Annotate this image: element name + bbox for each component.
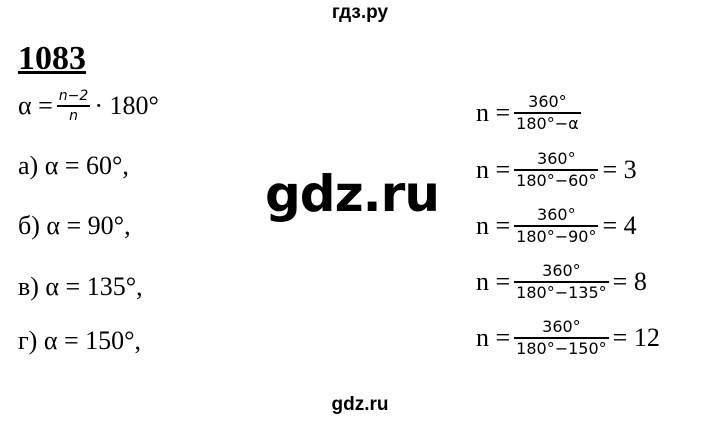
- solution-lhs: n =: [476, 155, 511, 184]
- problem-number: 1083: [18, 40, 86, 77]
- fraction-bar: [514, 337, 609, 339]
- site-header: гдз.ру: [331, 2, 389, 23]
- solution-lhs: n =: [476, 211, 511, 240]
- formula-lhs: α =: [18, 91, 53, 120]
- fraction-bar: [514, 225, 599, 227]
- fraction-bar: [514, 112, 581, 114]
- denominator: 180°−α: [516, 114, 579, 133]
- watermark: gdz.ru: [265, 165, 440, 223]
- general-formula: α = n−2 n · 180°: [18, 82, 159, 130]
- fraction-bar: [514, 281, 609, 283]
- solution-row: n = 360° 180°−135° = 8: [476, 258, 647, 306]
- solution-lhs: n =: [476, 98, 511, 127]
- solution-lhs: n =: [476, 267, 511, 296]
- solution-row: n = 360° 180°−α: [476, 89, 585, 137]
- solution-fraction: 360° 180°−150°: [514, 317, 609, 359]
- numerator: 360°: [542, 317, 581, 336]
- numerator: 360°: [537, 149, 576, 168]
- solution-result: = 12: [612, 323, 660, 352]
- solution-lhs: n =: [476, 323, 511, 352]
- solution-fraction: 360° 180°−135°: [514, 261, 609, 303]
- numerator: n−2: [58, 88, 89, 104]
- denominator: 180°−150°: [516, 339, 607, 358]
- solution-fraction: 360° 180°−α: [514, 92, 581, 134]
- solution-fraction: 360° 180°−90°: [514, 205, 599, 247]
- numerator: 360°: [537, 205, 576, 224]
- solution-row: n = 360° 180°−90° = 4: [476, 202, 637, 250]
- solution-result: = 3: [602, 155, 637, 184]
- denominator: 180°−60°: [516, 171, 597, 190]
- fraction-bar: [56, 105, 91, 107]
- site-footer: gdz.ru: [331, 394, 389, 415]
- solution-result: = 8: [612, 267, 647, 296]
- solution-row: n = 360° 180°−60° = 3: [476, 146, 637, 194]
- case-a: а) α = 60°,: [18, 151, 129, 180]
- solution-row: n = 360° 180°−150° = 12: [476, 314, 660, 362]
- solution-fraction: 360° 180°−60°: [514, 149, 599, 191]
- solution-result: = 4: [602, 211, 637, 240]
- case-d: г) α = 150°,: [18, 326, 142, 355]
- denominator: n: [69, 108, 78, 124]
- formula-rhs: · 180°: [94, 91, 159, 120]
- numerator: 360°: [542, 261, 581, 280]
- case-c: в) α = 135°,: [18, 272, 143, 301]
- fraction-bar: [514, 169, 599, 171]
- case-b: б) α = 90°,: [18, 211, 131, 240]
- formula-fraction: n−2 n: [56, 87, 91, 125]
- denominator: 180°−135°: [516, 283, 607, 302]
- numerator: 360°: [528, 92, 567, 111]
- denominator: 180°−90°: [516, 227, 597, 246]
